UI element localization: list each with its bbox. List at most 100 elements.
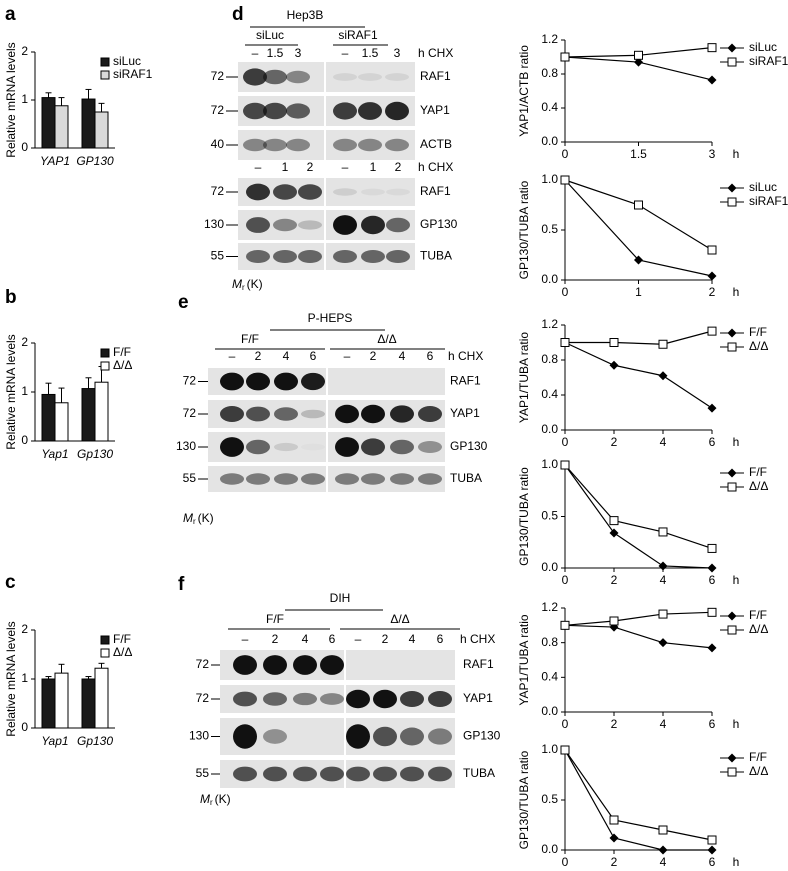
blot-header: P-HEPS (308, 311, 353, 325)
error-bar (58, 663, 65, 674)
bar (81, 98, 96, 149)
band (418, 405, 442, 423)
band (373, 726, 397, 747)
x-tick-label: 6 (709, 855, 716, 869)
protein-label: GP130 (463, 729, 501, 743)
mr-sub: r (193, 517, 196, 526)
protein-label: TUBA (420, 249, 452, 263)
legend-marker (727, 611, 737, 621)
mr-label: Mr (K) (232, 277, 263, 292)
y-tick-label: 1 (21, 92, 28, 106)
mw-label: 130 (204, 217, 224, 231)
mw-label: 40 (211, 137, 225, 151)
band (301, 444, 325, 451)
error-bar (58, 387, 65, 403)
point (658, 527, 668, 537)
legend-marker (727, 482, 737, 492)
legend-marker (727, 767, 737, 777)
mw-label: 72 (211, 103, 225, 117)
x-tick-label: Yap1 (41, 734, 68, 748)
mr-sub: r (242, 283, 245, 292)
band (274, 407, 298, 421)
panel-letter: f (178, 574, 185, 595)
y-tick-label: 1 (21, 384, 28, 398)
error-bar (45, 676, 52, 679)
x-tick-label: 0 (562, 147, 569, 161)
bar (81, 388, 96, 442)
band (293, 655, 317, 675)
legend-swatch (100, 348, 110, 358)
mw-label: 55 (211, 249, 225, 263)
y-tick-label: 2 (21, 335, 28, 349)
band (335, 437, 359, 457)
x-tick-label: 2 (709, 285, 716, 299)
bar (81, 678, 96, 729)
y-tick-label: 0.5 (541, 222, 558, 236)
legend-marker (727, 342, 737, 352)
band (335, 473, 359, 485)
series-line (564, 464, 713, 569)
band (346, 724, 370, 749)
band (358, 73, 382, 81)
lane-label: 3 (394, 46, 401, 60)
point (560, 52, 570, 62)
mr-label: Mr (K) (200, 792, 231, 807)
lane-label: 1.5 (362, 46, 379, 60)
series-line (564, 179, 713, 251)
band (320, 766, 344, 782)
legend-label: Δ/Δ (749, 339, 768, 353)
band (390, 405, 414, 423)
band (301, 409, 325, 419)
y-axis-label: YAP1/TUBA ratio (517, 614, 531, 705)
lane-label: 4 (409, 632, 416, 646)
x-tick-label: 0 (562, 285, 569, 299)
y-tick-label: 0.0 (541, 134, 558, 148)
band (273, 184, 297, 200)
x-tick-label: Gp130 (77, 734, 113, 748)
x-tick-label: 1 (635, 285, 642, 299)
point (609, 516, 619, 526)
panel-letter: c (5, 572, 16, 593)
series-line (564, 611, 713, 626)
band (400, 766, 424, 782)
band (263, 692, 287, 706)
y-tick-label: 0.8 (541, 635, 558, 649)
point (609, 815, 619, 825)
y-axis-label: YAP1/TUBA ratio (517, 332, 531, 423)
legend-label: F/F (113, 632, 131, 646)
legend-label: siRAF1 (113, 67, 153, 81)
protein-label: RAF1 (420, 69, 451, 83)
x-tick-label: Gp130 (77, 447, 113, 461)
point (707, 607, 717, 617)
band (358, 102, 382, 120)
band (246, 217, 270, 233)
band (233, 766, 257, 782)
band (333, 249, 357, 264)
y-axis-label: Relative mRNA levels (4, 42, 18, 157)
point (560, 620, 570, 630)
point (658, 638, 668, 648)
protein-label: RAF1 (420, 184, 451, 198)
y-axis-label: GP130/TUBA ratio (517, 750, 531, 849)
legend-label: Δ/Δ (749, 764, 768, 778)
mr-m: M (183, 511, 193, 525)
point (707, 271, 717, 281)
lane-label: – (342, 46, 349, 60)
legend-swatch (100, 70, 110, 80)
legend-swatch (100, 635, 110, 645)
legend-label: F/F (749, 608, 767, 622)
band (263, 138, 287, 152)
band (246, 439, 270, 455)
lane-label: 6 (329, 632, 336, 646)
y-tick-label: 2 (21, 622, 28, 636)
lane-label: – (255, 160, 262, 174)
protein-label: GP130 (450, 439, 488, 453)
band (246, 183, 270, 201)
bar (94, 667, 109, 729)
lane-unit: h CHX (460, 632, 495, 646)
point (560, 460, 570, 470)
legend-label: Δ/Δ (749, 622, 768, 636)
band (220, 372, 244, 391)
point (707, 845, 717, 855)
point (634, 57, 643, 67)
